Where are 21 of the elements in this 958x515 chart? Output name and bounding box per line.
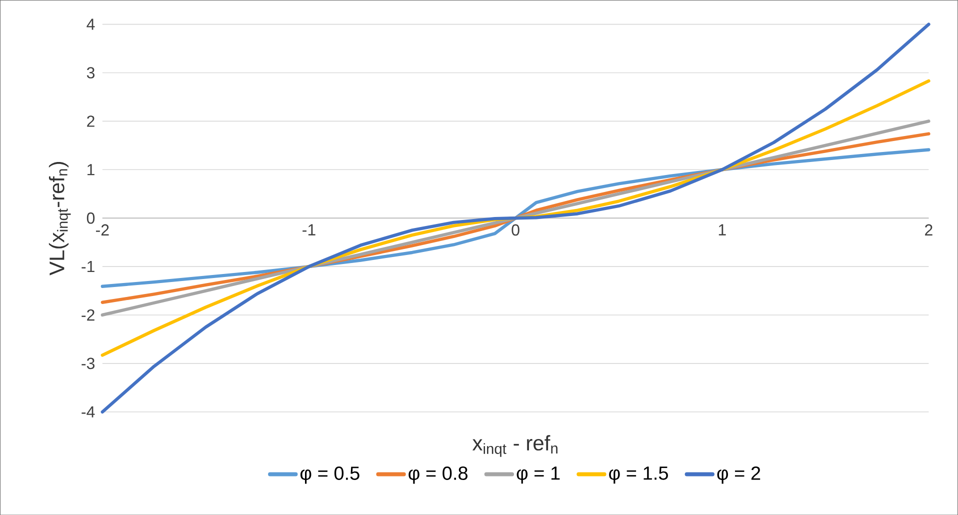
legend-label: φ = 0.8	[408, 466, 468, 484]
y-tick-label: 1	[88, 164, 94, 176]
y-axis-title: VL(x$_{inqt}$-ref$_{n}$)	[48, 162, 71, 276]
y-tick-label: 4	[86, 18, 95, 30]
y-tick-label: -1	[82, 260, 94, 272]
legend-label: φ = 2	[717, 466, 760, 484]
legend-label: φ = 1.5	[609, 466, 668, 484]
y-tick-label: -4	[82, 406, 95, 418]
y-tick-label: 3	[86, 66, 94, 78]
y-tick-label: 2	[87, 115, 94, 127]
x-axis-title: x$_{inqt}$ - ref$_{n}$	[472, 434, 558, 457]
y-tick-label: -2	[82, 309, 94, 320]
x-tick-label: 2	[925, 224, 932, 236]
legend-label: φ = 1	[516, 466, 560, 484]
x-tick-label: 1	[718, 224, 726, 236]
y-tick-label: -3	[82, 358, 94, 369]
legend-label: φ = 0.5	[300, 466, 360, 484]
y-tick-label: 0	[86, 212, 95, 224]
x-tick-label: 0	[512, 224, 520, 236]
x-tick-label: -1	[302, 224, 316, 236]
x-tick-label: -2	[96, 224, 109, 236]
